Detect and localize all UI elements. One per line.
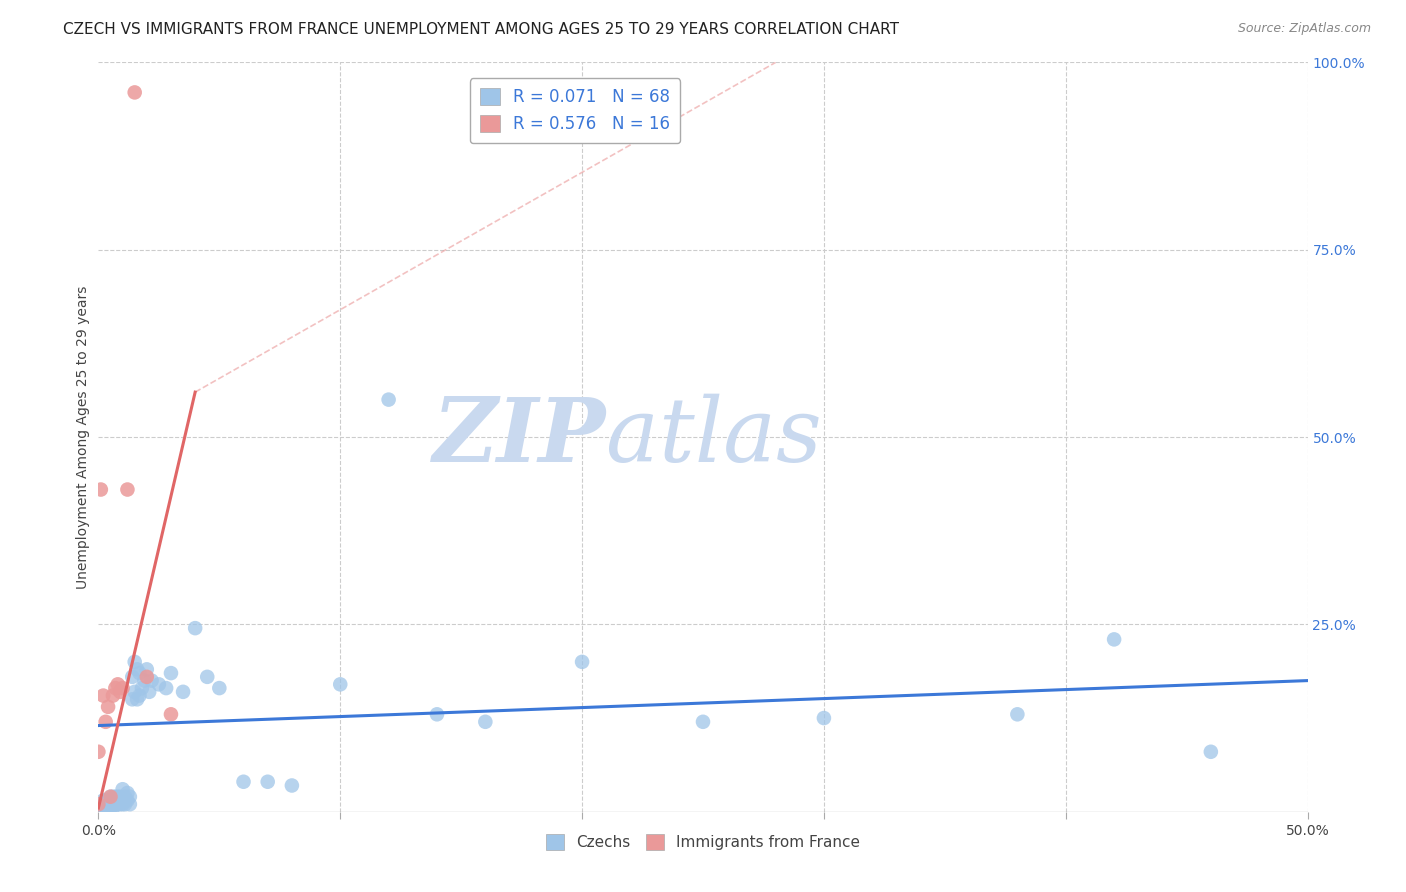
Point [97,801,120,815]
Point [101,689,124,703]
Point [135,662,157,676]
Point [121,670,143,684]
Point [571,655,593,669]
Point [135,670,157,684]
Point [87,797,110,812]
Text: Source: ZipAtlas.com: Source: ZipAtlas.com [1237,22,1371,36]
Point [138,685,160,699]
Point [692,714,714,729]
Point [107,677,129,691]
Point [97,699,120,714]
Point [117,793,139,807]
Point [94,793,117,807]
Point [426,707,449,722]
Point [100,789,122,804]
Point [813,711,835,725]
Point [141,673,163,688]
Point [232,774,254,789]
Point [94,714,117,729]
Point [377,392,399,407]
Point [108,797,131,812]
Point [104,793,127,807]
Point [108,789,131,804]
Point [121,692,143,706]
Point [111,797,134,812]
Point [117,483,139,497]
Point [208,681,231,695]
Point [111,793,134,807]
Point [114,789,136,804]
Point [107,797,129,812]
Point [107,789,129,804]
Point [1102,632,1125,647]
Point [100,797,122,812]
Point [128,666,150,681]
Y-axis label: Unemployment Among Ages 25 to 29 years: Unemployment Among Ages 25 to 29 years [76,285,90,589]
Point [87,801,110,815]
Point [160,666,183,681]
Point [94,797,117,812]
Point [91,801,114,815]
Text: ZIP: ZIP [433,394,606,480]
Point [127,662,149,676]
Point [124,86,146,100]
Point [1007,707,1029,722]
Text: atlas: atlas [606,393,823,481]
Point [90,797,112,812]
Text: CZECH VS IMMIGRANTS FROM FRANCE UNEMPLOYMENT AMONG AGES 25 TO 29 YEARS CORRELATI: CZECH VS IMMIGRANTS FROM FRANCE UNEMPLOY… [63,22,900,37]
Point [111,782,134,797]
Point [124,685,146,699]
Point [127,692,149,706]
Point [134,673,156,688]
Point [124,655,146,669]
Point [148,677,170,691]
Point [91,689,114,703]
Point [94,801,117,815]
Point [100,793,122,807]
Point [90,483,112,497]
Point [128,689,150,703]
Point [90,801,112,815]
Point [97,793,120,807]
Point [160,707,183,722]
Point [172,685,194,699]
Point [329,677,352,691]
Point [195,670,218,684]
Point [114,797,136,812]
Point [91,793,114,807]
Point [184,621,207,635]
Point [108,685,131,699]
Point [118,789,141,804]
Point [281,779,304,793]
Point [131,681,153,695]
Point [1199,745,1222,759]
Point [101,789,124,804]
Point [100,801,122,815]
Point [101,797,124,812]
Point [118,797,141,812]
Point [101,801,124,815]
Point [100,789,122,804]
Point [474,714,496,729]
Point [111,681,134,695]
Point [87,745,110,759]
Point [104,681,127,695]
Point [97,797,120,812]
Point [104,789,127,804]
Point [104,797,127,812]
Point [91,797,114,812]
Point [256,774,278,789]
Legend: Czechs, Immigrants from France: Czechs, Immigrants from France [540,829,866,856]
Point [117,786,139,800]
Point [155,681,177,695]
